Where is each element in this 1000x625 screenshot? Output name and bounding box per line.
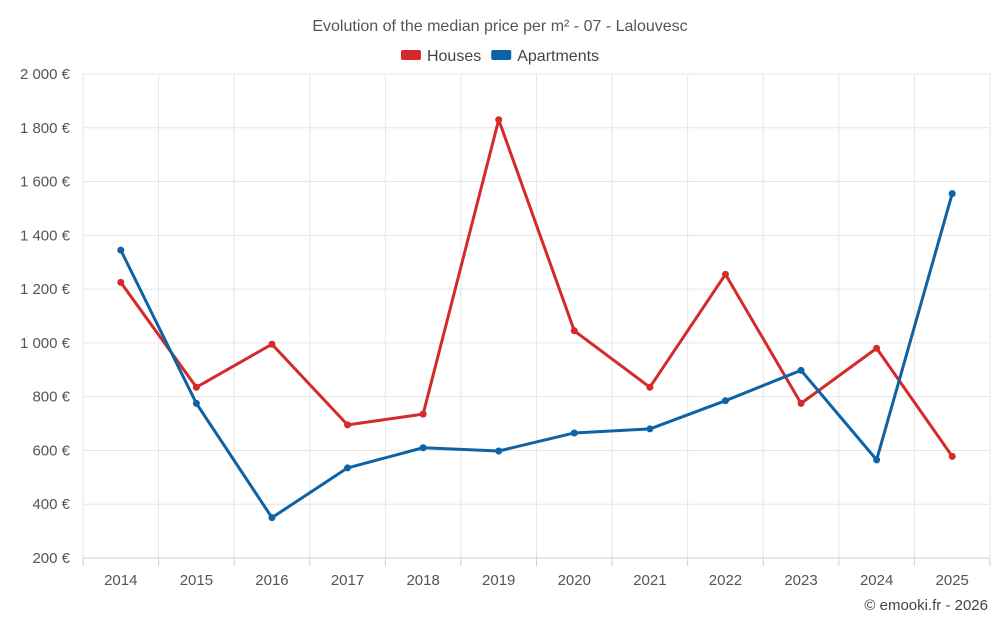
- data-point-houses[interactable]: [721, 270, 729, 278]
- x-tick-label: 2019: [482, 572, 515, 589]
- y-tick-label: 400 €: [32, 496, 70, 513]
- y-tick-label: 800 €: [32, 389, 70, 406]
- data-point-houses[interactable]: [344, 421, 352, 429]
- x-tick-label: 2025: [936, 572, 969, 589]
- data-point-apartments[interactable]: [873, 456, 881, 464]
- data-point-apartments[interactable]: [948, 190, 956, 198]
- data-point-houses[interactable]: [873, 344, 881, 352]
- data-point-apartments[interactable]: [646, 425, 654, 433]
- y-tick-label: 1 400 €: [20, 227, 71, 244]
- x-tick-label: 2017: [331, 572, 364, 589]
- x-tick-label: 2014: [104, 572, 137, 589]
- data-point-apartments[interactable]: [419, 444, 427, 452]
- data-point-houses[interactable]: [797, 399, 805, 407]
- y-tick-label: 1 200 €: [20, 281, 71, 298]
- credit-text: © emooki.fr - 2026: [864, 597, 988, 614]
- x-tick-label: 2018: [406, 572, 439, 589]
- series-layer: [117, 116, 956, 522]
- data-point-apartments[interactable]: [268, 514, 276, 522]
- x-tick-label: 2023: [784, 572, 817, 589]
- x-tick-label: 2024: [860, 572, 893, 589]
- y-tick-label: 1 000 €: [20, 335, 71, 352]
- legend: Houses Apartments: [400, 48, 599, 65]
- data-point-apartments[interactable]: [117, 246, 125, 254]
- x-tick-label: 2016: [255, 572, 288, 589]
- legend-item-houses[interactable]: Houses: [400, 48, 481, 65]
- legend-swatch: [491, 50, 512, 60]
- series-line-apartments: [119, 192, 954, 520]
- data-point-houses[interactable]: [495, 116, 503, 124]
- y-tick-label: 1 800 €: [20, 120, 71, 137]
- data-point-apartments[interactable]: [344, 464, 352, 472]
- data-point-apartments[interactable]: [192, 399, 200, 407]
- x-tick-label: 2021: [633, 572, 666, 589]
- series-line-houses: [119, 118, 954, 458]
- y-tick-label: 1 600 €: [20, 174, 71, 191]
- chart-title: Evolution of the median price per m² - 0…: [312, 18, 687, 35]
- y-tick-label: 2 000 €: [20, 66, 71, 83]
- data-point-houses[interactable]: [117, 278, 125, 286]
- x-tick-label: 2022: [709, 572, 742, 589]
- data-point-apartments[interactable]: [495, 447, 503, 455]
- grid: 200 € 400 € 600 € 800 € 1 000 € 1 200 € 1 400 …: [20, 66, 991, 589]
- x-tick-label: 2015: [180, 572, 213, 589]
- data-point-houses[interactable]: [570, 327, 578, 335]
- legend-swatch: [400, 50, 421, 60]
- data-point-houses[interactable]: [192, 383, 200, 391]
- legend-label: Apartments: [517, 48, 599, 65]
- legend-label: Houses: [427, 48, 481, 65]
- data-point-houses[interactable]: [268, 340, 276, 348]
- y-tick-label: 600 €: [32, 442, 70, 459]
- x-tick-label: 2020: [558, 572, 591, 589]
- data-point-houses[interactable]: [948, 452, 956, 460]
- legend-item-apartments[interactable]: Apartments: [491, 48, 599, 65]
- y-tick-label: 200 €: [32, 550, 70, 567]
- data-point-apartments[interactable]: [570, 429, 578, 437]
- data-point-apartments[interactable]: [721, 397, 729, 405]
- data-point-houses[interactable]: [646, 383, 654, 391]
- data-point-houses[interactable]: [419, 410, 427, 418]
- data-point-apartments[interactable]: [797, 366, 805, 374]
